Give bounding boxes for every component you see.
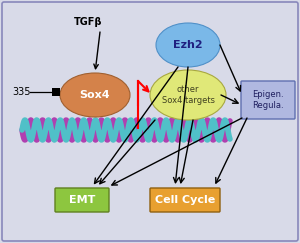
FancyBboxPatch shape (241, 81, 295, 119)
Ellipse shape (60, 73, 130, 117)
Text: Cell Cycle: Cell Cycle (155, 195, 215, 205)
Ellipse shape (156, 23, 220, 67)
Text: other
Sox4 targets: other Sox4 targets (161, 85, 214, 105)
FancyBboxPatch shape (55, 188, 109, 212)
Text: TGFβ: TGFβ (74, 17, 102, 27)
Text: Ezh2: Ezh2 (173, 40, 203, 50)
Bar (52, 88, 60, 96)
Text: 335: 335 (12, 87, 31, 97)
Text: EMT: EMT (69, 195, 95, 205)
Ellipse shape (150, 70, 226, 120)
Text: Sox4: Sox4 (80, 90, 110, 100)
FancyBboxPatch shape (150, 188, 220, 212)
Text: Epigen.
Regula.: Epigen. Regula. (252, 90, 284, 110)
